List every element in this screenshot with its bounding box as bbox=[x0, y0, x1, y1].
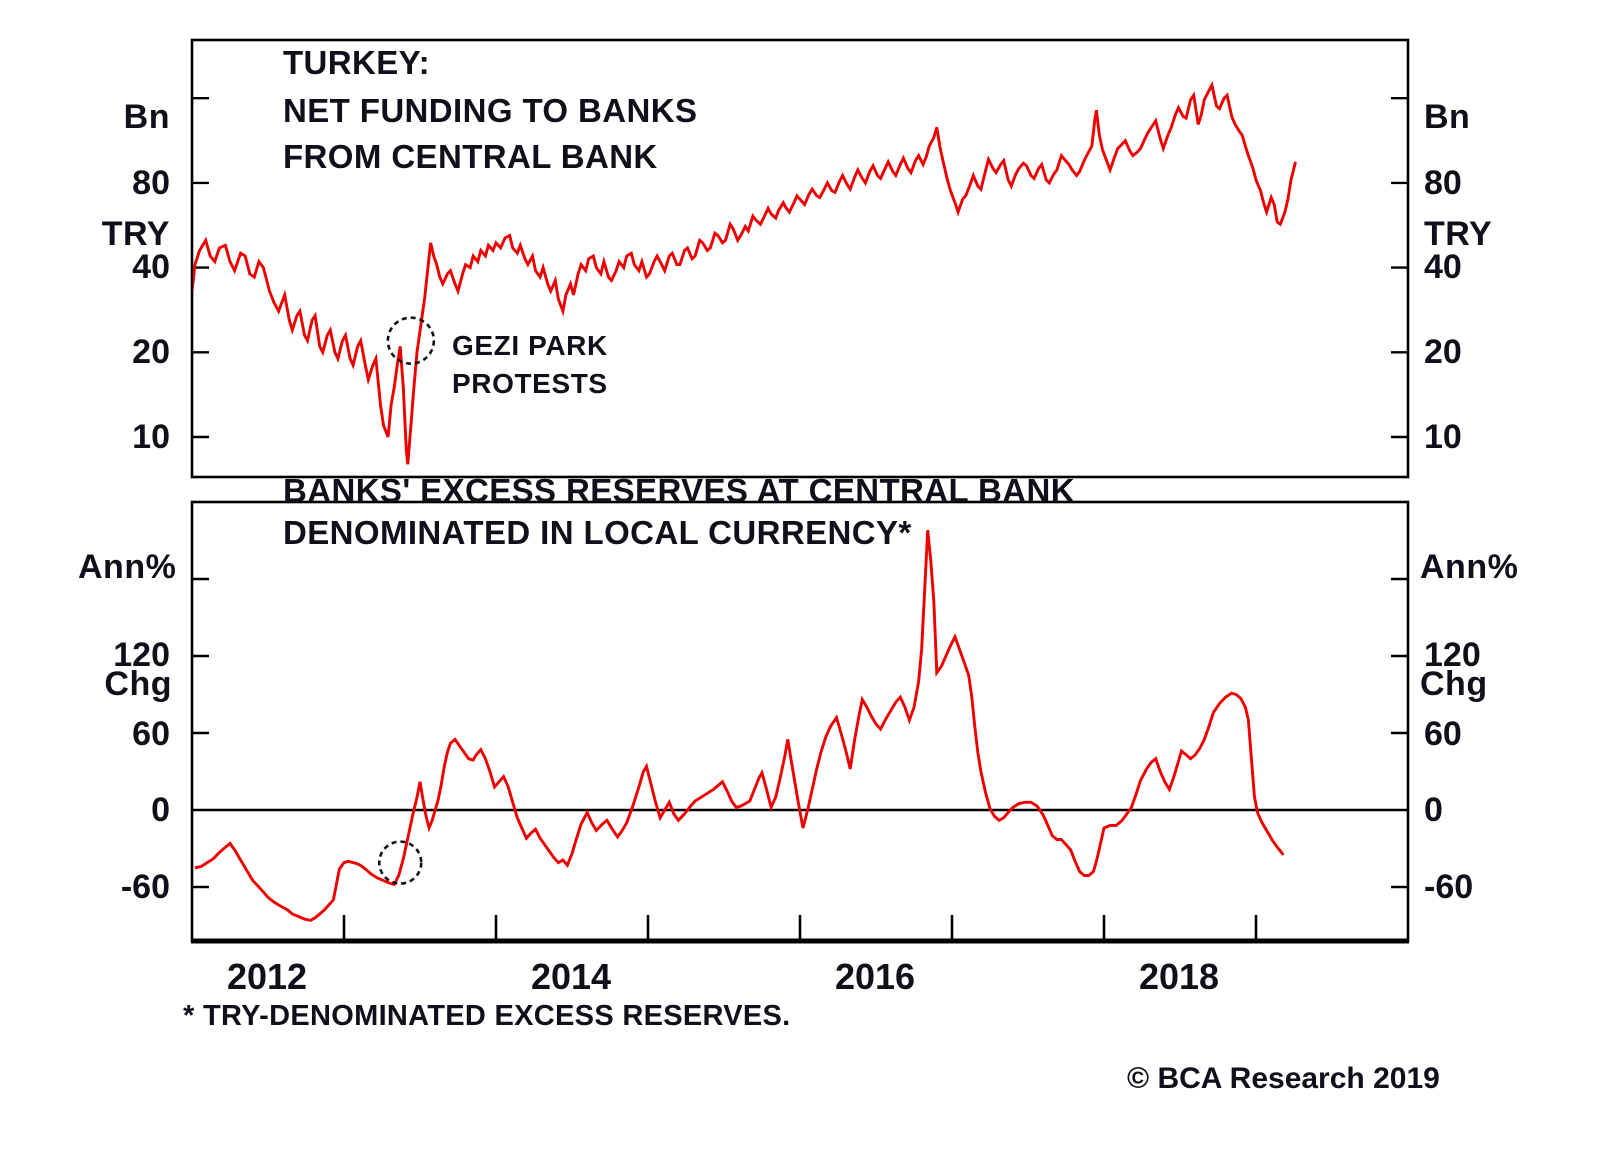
gezi-park-annotation-line: GEZI PARK bbox=[452, 330, 608, 361]
excess-reserves-line bbox=[194, 530, 1285, 922]
ytick-label: 0 bbox=[1424, 791, 1443, 829]
unit-line: Ann% bbox=[78, 548, 177, 587]
ytick-label: -60 bbox=[120, 868, 170, 906]
ytick-label: 60 bbox=[1424, 715, 1462, 753]
ytick-label: 10 bbox=[1424, 418, 1462, 456]
copyright-notice: © BCA Research 2019 bbox=[1127, 1062, 1440, 1095]
bottom-unit-label-left: Ann% Chg bbox=[78, 470, 177, 783]
ytick-label: 20 bbox=[1424, 333, 1462, 371]
gezi-park-circle-bottom bbox=[377, 840, 423, 885]
unit-line: Ann% bbox=[1420, 548, 1519, 587]
top-panel-border bbox=[190, 38, 1410, 479]
xtick-year-label: 2016 bbox=[834, 956, 916, 997]
ytick-label: 120 bbox=[113, 636, 170, 674]
unit-line: Bn bbox=[1424, 98, 1471, 137]
top-panel-title-line: NET FUNDING TO BANKS bbox=[283, 92, 698, 129]
bottom-panel-title-line: DENOMINATED IN LOCAL CURRENCY* bbox=[283, 514, 912, 551]
ytick-label: 120 bbox=[1424, 636, 1481, 674]
ytick-label: 40 bbox=[1424, 248, 1462, 286]
xtick-year-label: 2012 bbox=[226, 956, 308, 997]
ytick-label: 10 bbox=[132, 418, 170, 456]
unit-line: Bn bbox=[123, 98, 170, 137]
ytick-label: 0 bbox=[151, 791, 170, 829]
ytick-label: 80 bbox=[132, 164, 170, 202]
top-unit-label-left: Bn TRY bbox=[84, 20, 170, 333]
unit-line: TRY bbox=[101, 215, 170, 254]
xtick-year-label: 2014 bbox=[530, 956, 612, 997]
net-funding-line bbox=[193, 81, 1297, 465]
ytick-label: 60 bbox=[132, 715, 170, 753]
unit-line: Chg bbox=[1420, 665, 1488, 704]
ytick-label: 20 bbox=[132, 333, 170, 371]
bottom-unit-label-right: Ann% Chg bbox=[1420, 470, 1518, 783]
gezi-park-circle-top bbox=[386, 316, 436, 365]
unit-line: TRY bbox=[1424, 215, 1493, 254]
ytick-label: -60 bbox=[1424, 868, 1474, 906]
unit-line: Chg bbox=[104, 665, 172, 704]
top-panel-title-line: FROM CENTRAL BANK bbox=[283, 138, 658, 175]
footnote: * TRY-DENOMINATED EXCESS RESERVES. bbox=[183, 1000, 791, 1032]
bottom-panel-title-line: BANKS' EXCESS RESERVES AT CENTRAL BANK bbox=[283, 472, 1075, 509]
ytick-label: 80 bbox=[1424, 164, 1462, 202]
xtick-year-label: 2018 bbox=[1138, 956, 1220, 997]
gezi-park-annotation-line: PROTESTS bbox=[452, 368, 608, 399]
top-unit-label-right: Bn TRY bbox=[1424, 20, 1492, 333]
top-panel-title-line: TURKEY: bbox=[283, 44, 431, 81]
ytick-label: 40 bbox=[132, 248, 170, 286]
